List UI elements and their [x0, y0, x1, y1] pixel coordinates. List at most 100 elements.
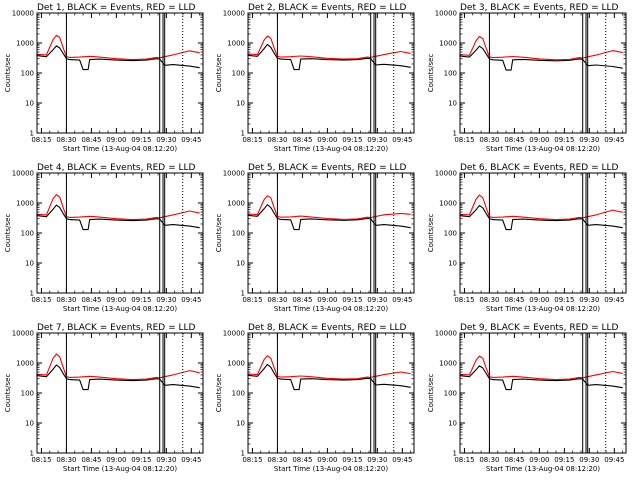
x-tick-label: 09:15: [554, 456, 574, 464]
y-tick-label: 10000: [435, 170, 457, 178]
x-axis-label: Start Time (13-Aug-04 08:12:20): [63, 465, 177, 473]
x-tick-label: 08:30: [267, 296, 287, 304]
y-tick-label: 10000: [12, 330, 34, 338]
x-axis-label: Start Time (13-Aug-04 08:12:20): [274, 305, 388, 313]
y-tick-label: 10000: [223, 170, 245, 178]
y-tick-label: 1: [30, 290, 34, 298]
panel-5: Det 5, BLACK = Events, RED = LLD 1 10 100 10…: [215, 163, 415, 313]
plot-frame: [36, 172, 204, 294]
y-tick-label: 1: [30, 450, 34, 458]
x-tick-label: 09:15: [554, 296, 574, 304]
plot-frame: [247, 172, 415, 294]
x-tick-label: 09:30: [367, 136, 387, 144]
x-tick-label: 09:00: [106, 296, 126, 304]
x-tick-label: 08:15: [242, 296, 262, 304]
x-tick-label: 09:30: [156, 296, 176, 304]
y-tick-label: 100: [232, 390, 245, 398]
y-tick-label: 10: [448, 260, 457, 268]
y-tick-label: 10000: [435, 10, 457, 18]
x-tick-label: 08:45: [81, 296, 101, 304]
panel-7: Det 7, BLACK = Events, RED = LLD 1 10 100 10…: [4, 323, 204, 473]
x-tick-label: 09:15: [342, 296, 362, 304]
panel-title: Det 5, BLACK = Events, RED = LLD: [248, 163, 407, 173]
plot-frame: [247, 332, 415, 454]
series-lld: [247, 195, 411, 220]
x-tick-label: 09:30: [579, 136, 599, 144]
y-tick-label: 1: [453, 130, 457, 138]
x-tick-label: 09:45: [181, 296, 201, 304]
x-tick-label: 08:45: [504, 136, 524, 144]
x-tick-label: 08:15: [454, 296, 474, 304]
x-tick-label: 08:45: [504, 456, 524, 464]
x-axis-label: Start Time (13-Aug-04 08:12:20): [274, 465, 388, 473]
x-tick-label: 08:45: [81, 136, 101, 144]
x-tick-label: 09:30: [156, 136, 176, 144]
y-axis-label: Counts/sec: [215, 374, 223, 413]
y-tick-label: 1000: [16, 200, 34, 208]
x-tick-label: 08:30: [479, 136, 499, 144]
series-lld: [36, 34, 200, 61]
x-tick-label: 09:00: [529, 456, 549, 464]
x-tick-label: 08:15: [454, 456, 474, 464]
x-tick-label: 09:00: [317, 456, 337, 464]
y-tick-label: 100: [444, 230, 457, 238]
x-tick-label: 09:30: [579, 296, 599, 304]
y-tick-label: 1000: [16, 40, 34, 48]
plot-frame: [36, 12, 204, 134]
y-tick-label: 1: [241, 450, 245, 458]
x-tick-label: 09:45: [181, 456, 201, 464]
x-tick-label: 09:45: [392, 296, 412, 304]
x-tick-label: 08:30: [56, 136, 76, 144]
x-tick-label: 09:45: [604, 456, 624, 464]
series-lld: [36, 194, 200, 221]
y-axis-label: Counts/sec: [4, 214, 12, 253]
panel-title: Det 4, BLACK = Events, RED = LLD: [37, 163, 196, 173]
panel-title: Det 9, BLACK = Events, RED = LLD: [460, 323, 619, 333]
x-tick-label: 09:00: [317, 136, 337, 144]
y-tick-label: 1: [453, 290, 457, 298]
panel-title: Det 3, BLACK = Events, RED = LLD: [460, 3, 619, 13]
panel-title: Det 6, BLACK = Events, RED = LLD: [460, 163, 619, 173]
series-events: [36, 45, 200, 71]
y-axis-label: Counts/sec: [4, 54, 12, 93]
panel-6: Det 6, BLACK = Events, RED = LLD 1 10 100 10…: [427, 163, 627, 313]
plot-frame: [247, 12, 415, 134]
y-tick-label: 1000: [439, 360, 457, 368]
x-tick-label: 08:30: [479, 456, 499, 464]
y-tick-label: 10: [448, 100, 457, 108]
y-tick-label: 10: [25, 420, 34, 428]
series-lld: [247, 355, 411, 380]
x-tick-label: 08:15: [242, 456, 262, 464]
y-tick-label: 1000: [16, 360, 34, 368]
x-tick-label: 09:15: [554, 136, 574, 144]
x-tick-label: 08:30: [479, 296, 499, 304]
y-tick-label: 1: [30, 130, 34, 138]
y-tick-label: 10: [25, 100, 34, 108]
y-tick-label: 1000: [439, 200, 457, 208]
y-tick-label: 100: [21, 70, 34, 78]
series-events: [247, 43, 411, 71]
y-tick-label: 1: [453, 450, 457, 458]
x-tick-label: 09:30: [367, 296, 387, 304]
plot-frame: [459, 172, 627, 294]
y-tick-label: 1000: [227, 360, 245, 368]
x-tick-label: 09:30: [579, 456, 599, 464]
y-tick-label: 100: [21, 230, 34, 238]
x-tick-label: 09:15: [342, 136, 362, 144]
y-tick-label: 1000: [439, 40, 457, 48]
y-axis-label: Counts/sec: [427, 374, 435, 413]
y-axis-label: Counts/sec: [4, 374, 12, 413]
x-tick-label: 09:00: [106, 456, 126, 464]
plot-frame: [36, 332, 204, 454]
y-axis-label: Counts/sec: [215, 54, 223, 93]
x-tick-label: 09:45: [392, 136, 412, 144]
x-tick-label: 08:30: [56, 456, 76, 464]
y-tick-label: 10000: [12, 10, 34, 18]
series-lld: [247, 35, 411, 60]
panel-9: Det 9, BLACK = Events, RED = LLD 1 10 100 10…: [427, 323, 627, 473]
x-tick-label: 09:45: [392, 456, 412, 464]
y-axis-label: Counts/sec: [427, 54, 435, 93]
y-tick-label: 100: [21, 390, 34, 398]
x-tick-label: 08:45: [81, 456, 101, 464]
panel-2: Det 2, BLACK = Events, RED = LLD 1 10 100 10…: [215, 3, 415, 153]
